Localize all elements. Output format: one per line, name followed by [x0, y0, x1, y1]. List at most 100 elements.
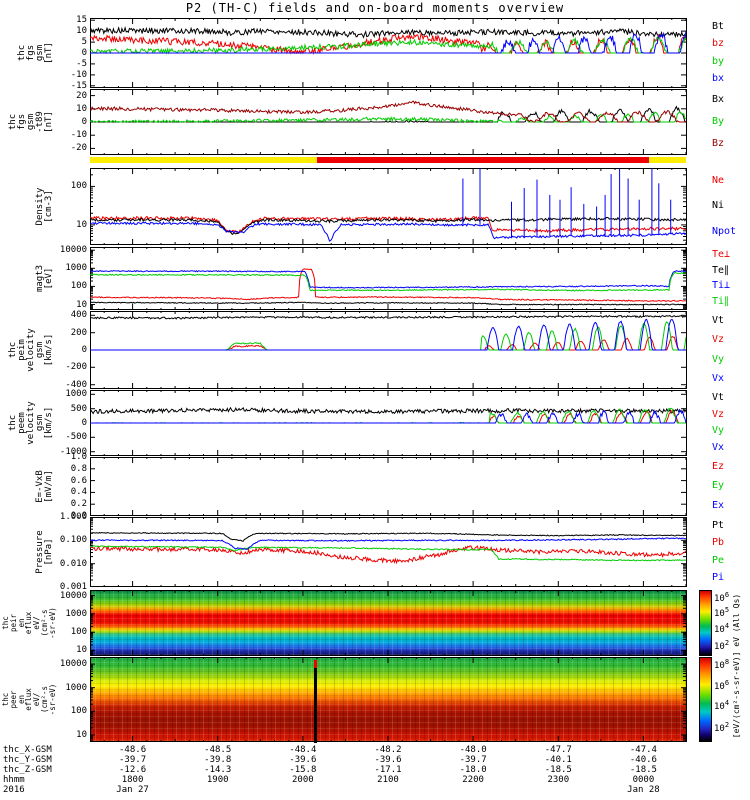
- colorbar-unit-label: [eV/(cm²-s-sr-eV)] eV (All Qs): [732, 590, 741, 742]
- panel-spec_ele: [90, 657, 687, 743]
- axis-row-value: -48.0: [459, 745, 487, 755]
- axis-row-value: -48.6: [119, 745, 147, 755]
- y-tick-label: 0.2: [70, 499, 87, 510]
- legend-item-Vx: Vx: [712, 441, 725, 453]
- spectrogram-speckle: [91, 658, 686, 741]
- y-axis-label-line: [km/s]: [44, 406, 54, 440]
- y-axis-label-line: [nT]: [44, 42, 54, 64]
- legend-vel_i: Vt Vz Vy Vx: [712, 311, 750, 389]
- legend-item-Vy: Vy: [712, 425, 725, 437]
- y-axis-label-line: [cm-3]: [44, 190, 54, 223]
- y-tick-label: 100: [70, 627, 87, 638]
- legend-item-Vz: Vz: [712, 408, 725, 420]
- legend-item-Ti⊥: Ti⊥: [712, 280, 731, 292]
- y-tick-label: 0.8: [70, 463, 87, 474]
- y-tick-label: 1000: [65, 389, 87, 400]
- legend-item-Ti∥: Ti∥: [712, 296, 730, 308]
- legend-item-Vz: Vz: [712, 334, 725, 346]
- legend-item-By: By: [712, 116, 725, 127]
- colorbar-spec_ion: [699, 590, 712, 656]
- y-tick-label: 10: [76, 645, 87, 656]
- y-tick-label: -400: [65, 379, 87, 390]
- axis-row-value: -18.5: [544, 765, 572, 775]
- y-tick-label: 0.001: [59, 582, 87, 592]
- survey-mode-bar: [90, 157, 687, 163]
- panel-temp: [90, 247, 687, 310]
- y-tick-label: -10: [70, 69, 87, 80]
- panel-spec_ion: [90, 590, 687, 656]
- colorbar-exponent: 2: [724, 721, 730, 730]
- y-tick-label: 100: [70, 281, 87, 292]
- legend-item-Vt: Vt: [712, 314, 725, 326]
- axis-row-value: -39.7: [119, 755, 147, 765]
- axis-row-value: -39.7: [459, 755, 487, 765]
- y-tick-label: 0.6: [70, 475, 87, 486]
- colorbar-exponent: 5: [724, 606, 730, 615]
- y-axis-label-line: [nT]: [44, 111, 54, 133]
- colorbar-tick-label: 102: [714, 721, 730, 735]
- axis-row-label: thc_X-GSM: [3, 745, 52, 755]
- legend-fgs_t89: Bx By Bz: [712, 89, 750, 155]
- legend-item-Bx: Bx: [712, 94, 725, 105]
- y-tick-label: 0.010: [59, 558, 87, 569]
- legend-item-Te∥: Te∥: [712, 264, 730, 276]
- axis-row-label: 2016: [3, 785, 25, 795]
- legend-item-Bt: Bt: [712, 20, 725, 32]
- y-axis-label-line: -sr-eV): [47, 683, 57, 716]
- y-tick-label: 1000: [65, 263, 87, 274]
- colorbar-exponent: 8: [724, 658, 730, 667]
- colorbar-tick-label: 104: [714, 699, 730, 713]
- y-tick-label: 10: [76, 219, 87, 230]
- panel-efield: [90, 457, 687, 516]
- y-tick-label: 400: [70, 310, 87, 321]
- y-axis-label-fgs_gsm: thc fgs gsm [nT]: [17, 18, 54, 88]
- colorbar-tick-label: 105: [714, 606, 730, 620]
- legend-density: Ne Ni Npot: [712, 168, 750, 245]
- y-tick-label: 0.4: [70, 487, 87, 498]
- y-tick-label: -1000: [59, 446, 87, 457]
- axis-row-value: 0000: [632, 775, 655, 785]
- y-tick-label: 0: [81, 345, 87, 355]
- axis-row-value: -47.7: [544, 745, 572, 755]
- y-tick-label: 10: [76, 299, 87, 310]
- panel-pressure: [90, 517, 687, 587]
- axis-row-value: -48.2: [374, 745, 402, 755]
- y-tick-label: 10: [76, 26, 87, 37]
- legend-item-Ni: Ni: [712, 200, 725, 212]
- y-tick-label: 20: [76, 90, 87, 101]
- axis-row-value: -40.6: [629, 755, 657, 765]
- colorbar-unit-text: [eV/(cm²-s-sr-eV)] eV (All Qs): [732, 593, 741, 739]
- legend-item-Pt: Pt: [712, 519, 725, 531]
- legend-item-Ne: Ne: [712, 174, 725, 186]
- legend-item-Vt: Vt: [712, 392, 725, 404]
- legend-item-Pi: Pi: [712, 572, 725, 584]
- axis-row-label: thc_Z-GSM: [3, 765, 52, 775]
- y-tick-label: 0.0: [70, 511, 87, 521]
- legend-efield: Ez Ey Ex: [712, 457, 750, 516]
- legend-item-bz: bz: [712, 38, 725, 50]
- axis-row-value: -18.5: [629, 765, 657, 775]
- legend-item-Pb: Pb: [712, 537, 725, 549]
- legend-item-Bz: Bz: [712, 138, 725, 149]
- y-axis-label-line: [km/s]: [44, 333, 54, 367]
- legend-vel_e: Vt Vz Vy Vx: [712, 390, 750, 456]
- axis-row-value: -17.1: [374, 765, 402, 775]
- axis-row-value: -12.6: [119, 765, 147, 775]
- axis-row-value: -15.8: [289, 765, 317, 775]
- survey-mode-segment: [317, 157, 650, 163]
- y-tick-label: 10000: [59, 245, 87, 256]
- axis-row-label: thc_Y-GSM: [3, 755, 52, 765]
- axis-row-value: 2000: [292, 775, 314, 785]
- legend-item-Npot: Npot: [712, 226, 737, 238]
- y-tick-label: 0.100: [59, 535, 87, 546]
- y-axis-label-line: -sr-eV): [47, 607, 57, 639]
- y-tick-label: 100: [70, 706, 87, 717]
- y-tick-label: 15: [76, 15, 87, 26]
- y-tick-label: 10000: [59, 659, 87, 670]
- colorbar-exponent: 6: [724, 678, 730, 687]
- survey-mode-segment: [649, 157, 686, 163]
- y-axis-label-line: [eV]: [44, 267, 54, 290]
- y-tick-label: 100: [70, 181, 87, 192]
- y-axis-label-efield: E=-VxB [mV/m]: [35, 457, 54, 516]
